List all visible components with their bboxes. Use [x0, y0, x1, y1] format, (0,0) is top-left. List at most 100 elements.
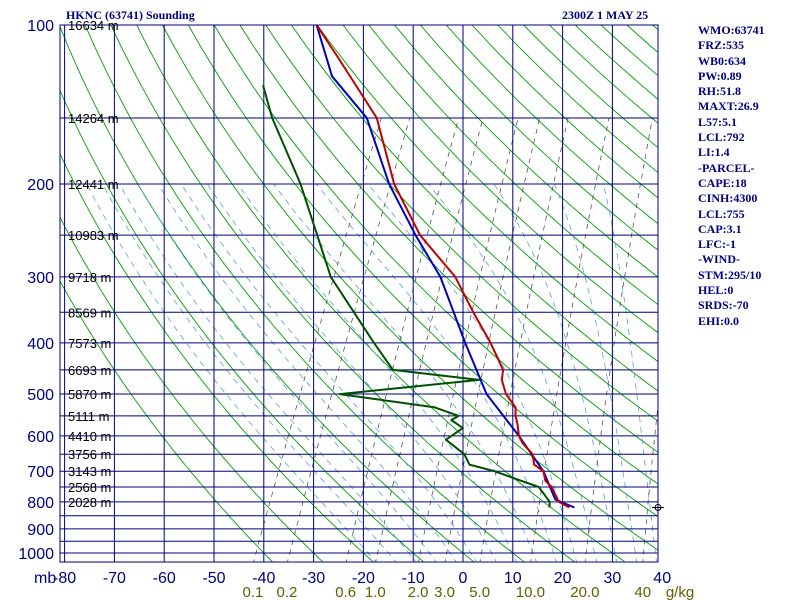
parcel-trace: [315, 25, 575, 509]
chart-frame: [59, 24, 664, 563]
temperature-tick-label: -40: [252, 570, 275, 587]
dry-adiabat-line: [84, 25, 526, 562]
height-label: 2028 m: [68, 495, 111, 510]
index-line: CAPE:18: [698, 175, 747, 190]
index-line: WB0:634: [698, 53, 746, 68]
height-label: 10983 m: [68, 228, 119, 243]
mixing-ratio-line: [642, 402, 658, 562]
profile-lines: [262, 25, 575, 509]
index-line: LCL:755: [698, 206, 745, 221]
mixing-ratio-label: 5.0: [469, 584, 490, 600]
index-line: LI:1.4: [698, 145, 730, 160]
chart-background: [60, 25, 658, 562]
moist-adiabat-line: [86, 183, 377, 562]
height-label: 5111 m: [68, 409, 109, 424]
height-label: 14264 m: [68, 111, 119, 126]
dry-adiabat-line: [213, 25, 658, 485]
moist-adiabat-line: [206, 183, 497, 562]
temperature-tick-label: -70: [103, 570, 126, 587]
pressure-tick-label: 800: [27, 495, 54, 512]
moist-adiabat-line: [367, 183, 578, 562]
mixing-ratio-label: 0.6: [335, 584, 356, 600]
mixing-ratio-line: [530, 117, 610, 562]
temperature-tick-label: 0: [459, 570, 468, 587]
dry-adiabat-line: [60, 280, 274, 562]
isobars: [60, 25, 658, 554]
dry-adiabat-line: [136, 25, 626, 562]
dry-adiabat-line: [368, 25, 658, 306]
dry-adiabat-line: [420, 25, 658, 251]
index-line: EHI:0.0: [698, 313, 740, 328]
moist-adiabat-line: [428, 183, 598, 562]
mixing-ratio-label: 40: [634, 584, 651, 600]
temperature-trace: [315, 25, 570, 509]
height-label: 5870 m: [68, 387, 111, 402]
index-line: -WIND-: [698, 252, 740, 267]
pressure-tick-label: 900: [27, 522, 54, 539]
dry-adiabat-line: [342, 25, 658, 334]
temperature-tick-label: 30: [604, 570, 622, 587]
mixing-ratio-label: 20.0: [570, 584, 599, 600]
temperature-tick-label: 20: [554, 570, 572, 587]
temperature-tick-label: -30: [302, 570, 325, 587]
index-line: CINH:4300: [698, 191, 758, 206]
mixing-ratio-line: [444, 117, 541, 562]
pressure-tick-label: 400: [27, 336, 54, 353]
dry-adiabats: [60, 25, 658, 562]
index-line: STM:295/10: [698, 267, 762, 282]
height-label: 3143 m: [68, 464, 111, 479]
mixing-ratio-label: 10.0: [516, 584, 545, 600]
moist-adiabat-line: [273, 183, 537, 562]
moist-adiabat-line: [553, 183, 638, 562]
wind-marker: [652, 503, 664, 511]
index-line: MAXT:26.9: [698, 99, 759, 114]
moist-adiabat-line: [603, 183, 658, 562]
mixing-ratio-unit-label: g/kg: [666, 584, 694, 600]
index-line: -PARCEL-: [698, 160, 755, 175]
index-line: SRDS:-70: [698, 298, 749, 313]
dry-adiabat-line: [60, 216, 324, 562]
height-label: 8569 m: [68, 305, 111, 320]
index-line: FRZ:535: [698, 38, 744, 53]
temperature-tick-label: -80: [53, 570, 76, 587]
mixing-ratio-label: 3.0: [434, 584, 455, 600]
dewpoint-trace: [262, 84, 551, 508]
chart-title-valid-time: 2300Z 1 MAY 25: [562, 8, 649, 22]
moist-adiabat-line: [157, 183, 457, 562]
mixing-ratio-label: 2.0: [408, 584, 429, 600]
index-line: RH:51.8: [698, 84, 741, 99]
index-line: PW:0.89: [698, 68, 742, 83]
pressure-tick-label: 300: [27, 270, 54, 287]
pressure-tick-label: 600: [27, 429, 54, 446]
height-label: 16634 m: [68, 18, 119, 33]
index-line: WMO:63741: [698, 23, 765, 37]
dry-adiabat-line: [239, 25, 658, 453]
height-label: 4410 m: [68, 429, 111, 444]
mixing-ratio-label: 0.1: [242, 584, 263, 600]
index-line: L57:5.1: [698, 114, 737, 129]
index-line: LFC:-1: [698, 237, 736, 252]
chart-title-station: HKNC (63741) Sounding: [66, 8, 195, 22]
mixing-ratio-label: 0.2: [276, 584, 297, 600]
dry-adiabat-line: [394, 25, 658, 278]
moist-adiabat-line: [180, 183, 477, 562]
temperature-tick-label: -20: [352, 570, 375, 587]
moist-adiabat-line: [315, 183, 558, 562]
height-label: 9718 m: [68, 270, 111, 285]
isotherms: [64, 25, 613, 562]
plot-border: [59, 24, 659, 563]
height-label: 2568 m: [68, 480, 111, 495]
height-label: 3756 m: [68, 447, 111, 462]
temperature-tick-label: 40: [653, 570, 671, 587]
pressure-tick-label: 700: [27, 464, 54, 481]
moist-adiabats: [86, 183, 658, 562]
pressure-tick-label: 100: [27, 18, 54, 35]
dry-adiabat-line: [110, 25, 576, 562]
height-label: 7573 m: [68, 336, 111, 351]
index-line: HEL:0: [698, 283, 734, 298]
dry-adiabat-line: [60, 152, 374, 562]
index-line: LCL:792: [698, 130, 745, 145]
dry-adiabat-line: [265, 25, 658, 422]
